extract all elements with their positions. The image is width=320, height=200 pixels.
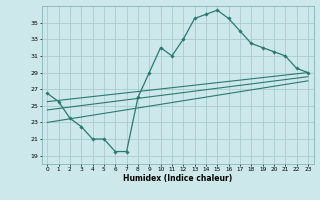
X-axis label: Humidex (Indice chaleur): Humidex (Indice chaleur) — [123, 174, 232, 183]
